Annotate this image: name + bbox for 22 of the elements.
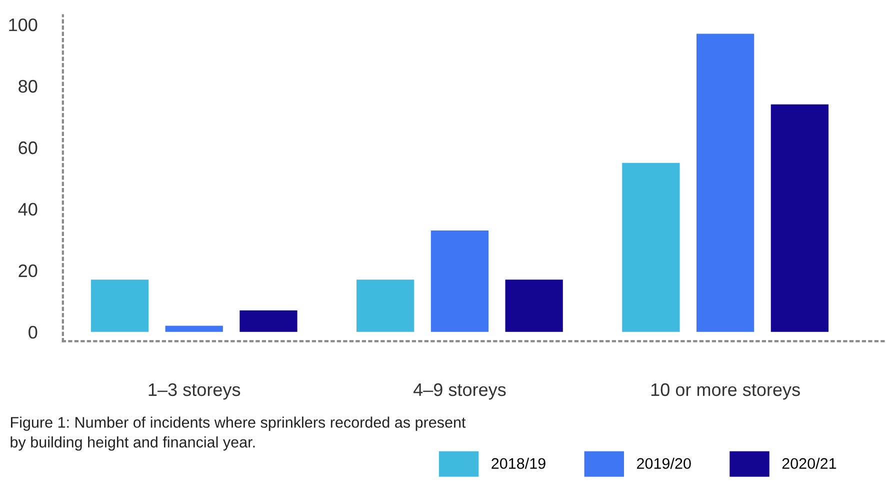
- bar: [165, 326, 223, 332]
- x-tick-label: 4–9 storeys: [413, 383, 506, 400]
- caption: Figure 1: Number of incidents where sprinklers recorded as present by building height and financial year.: [10, 416, 466, 451]
- bar: [356, 280, 414, 332]
- bar: [770, 104, 828, 332]
- y-tick-label: 0: [28, 326, 38, 339]
- y-tick-label: 60: [18, 141, 38, 154]
- legend-label: 2019/20: [637, 458, 691, 469]
- legend-label: 2020/21: [782, 458, 836, 469]
- bar: [90, 280, 149, 332]
- legend-label: 2018/19: [492, 458, 546, 469]
- bar: [505, 280, 563, 332]
- bar: [622, 162, 680, 332]
- y-tick-label: 80: [18, 80, 38, 93]
- bar: [240, 310, 298, 332]
- y-tick-label: 100: [9, 18, 38, 32]
- x-tick-label: 1–3 storeys: [148, 383, 240, 400]
- bar: [696, 34, 754, 332]
- y-tick-label: 20: [18, 264, 38, 278]
- bar: [430, 230, 489, 332]
- x-tick-label: 10 or more storeys: [651, 383, 800, 400]
- y-tick-label: 40: [18, 202, 38, 216]
